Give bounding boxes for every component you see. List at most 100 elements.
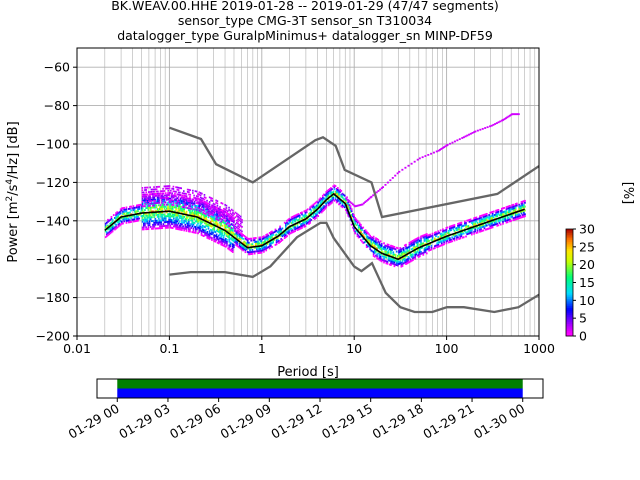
density-cell <box>201 221 204 224</box>
outlier-cell <box>379 188 382 191</box>
density-cell <box>127 213 130 216</box>
density-cell <box>112 225 115 228</box>
density-cell <box>161 207 164 210</box>
density-cell <box>167 222 169 225</box>
outlier-cell <box>486 126 489 129</box>
density-cell <box>221 209 224 212</box>
density-cell <box>215 218 217 220</box>
density-cell <box>229 231 232 234</box>
density-cell <box>169 205 172 208</box>
density-cell <box>490 211 493 214</box>
density-cell <box>181 202 183 204</box>
density-cell <box>250 239 253 242</box>
density-cell <box>164 192 167 195</box>
density-cell <box>172 225 175 228</box>
density-cell <box>193 200 196 203</box>
density-cell <box>500 211 503 214</box>
density-cell <box>375 246 377 249</box>
density-cell <box>331 197 333 200</box>
density-cell <box>278 232 280 235</box>
density-cell <box>185 218 188 221</box>
y-axis-label: Power [m2/s4/Hz] [dB] <box>5 121 21 262</box>
density-cell <box>207 227 210 230</box>
density-cell <box>491 216 494 219</box>
density-cell <box>176 226 179 228</box>
density-cell <box>326 191 329 194</box>
density-cell <box>383 259 385 262</box>
density-cell <box>420 241 422 244</box>
density-cell <box>164 205 167 208</box>
density-cell <box>161 204 164 206</box>
density-cell <box>507 218 510 221</box>
density-cell <box>229 210 232 212</box>
density-cell <box>443 239 445 242</box>
density-cell <box>452 234 455 237</box>
outlier-cell <box>517 113 520 116</box>
density-cell <box>365 234 368 237</box>
density-cell <box>309 206 311 209</box>
colorbar-cell <box>566 318 573 321</box>
density-cell <box>390 260 392 263</box>
density-cell <box>175 223 177 226</box>
density-cell <box>282 232 285 235</box>
density-cell <box>356 219 359 222</box>
density-cell <box>515 218 518 220</box>
density-cell <box>459 233 462 236</box>
density-cell <box>239 222 242 225</box>
density-cell <box>343 206 346 209</box>
density-cell <box>327 189 330 191</box>
density-cell <box>223 231 226 234</box>
density-cell <box>509 208 511 211</box>
density-cell <box>166 226 168 229</box>
density-cell <box>109 226 112 229</box>
density-cell <box>248 241 250 244</box>
density-cell <box>445 242 448 245</box>
density-cell <box>241 230 243 233</box>
density-cell <box>166 197 168 200</box>
density-cell <box>251 249 254 251</box>
density-cell <box>193 218 196 221</box>
density-cell <box>415 251 418 254</box>
density-cell <box>175 197 177 200</box>
density-cell <box>265 245 268 248</box>
density-cell <box>403 244 406 247</box>
density-cell <box>171 215 174 218</box>
density-cell <box>242 234 244 236</box>
density-cell <box>465 225 467 228</box>
density-cell <box>137 204 139 207</box>
density-cell <box>151 193 154 196</box>
density-cell <box>509 220 511 223</box>
density-cell <box>484 222 487 225</box>
density-cell <box>356 231 359 234</box>
density-cell <box>310 209 313 212</box>
density-cell <box>425 244 428 247</box>
density-cell <box>186 207 189 209</box>
density-cell <box>460 221 463 224</box>
density-cell <box>134 216 137 219</box>
density-cell <box>172 194 175 197</box>
density-cell <box>191 223 194 226</box>
density-cell <box>133 210 136 213</box>
density-cell <box>183 221 186 224</box>
density-cell <box>402 247 405 249</box>
density-cell <box>162 223 165 226</box>
density-cell <box>226 210 229 213</box>
outlier-cell <box>507 115 510 118</box>
density-cell <box>153 186 155 189</box>
colorbar-cell <box>566 319 573 323</box>
density-cell <box>466 233 469 236</box>
density-cell <box>130 217 132 220</box>
density-cell <box>321 210 324 213</box>
density-cell <box>108 233 110 236</box>
density-cell <box>191 210 194 212</box>
density-cell <box>279 229 281 232</box>
density-cell <box>146 202 149 205</box>
density-cell <box>176 188 179 191</box>
density-cell <box>450 240 452 243</box>
density-cell <box>392 245 395 248</box>
density-cell <box>521 210 524 213</box>
density-cell <box>387 243 390 246</box>
density-cell <box>186 222 189 225</box>
density-cell <box>373 240 376 243</box>
density-cell <box>237 234 240 237</box>
